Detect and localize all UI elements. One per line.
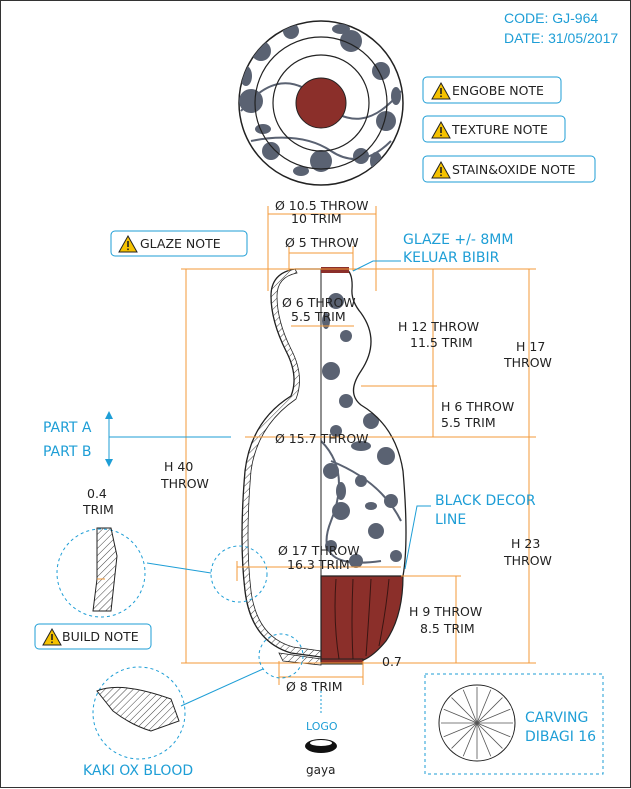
date-text: DATE: 31/05/2017	[504, 30, 618, 46]
carving-ray	[443, 722, 478, 738]
stain-oxide-note[interactable]: STAIN&OXIDE NOTE	[422, 155, 596, 183]
black-decor-label-1: BLACK DECOR	[435, 493, 536, 509]
build-note[interactable]: BUILD NOTE	[34, 623, 152, 650]
carving-ray	[462, 722, 478, 757]
h17-throw-label: THROW	[503, 355, 552, 370]
h23-throw-label: THROW	[503, 553, 552, 568]
glaze-label-1: GLAZE +/- 8MM	[403, 232, 513, 248]
top-view	[238, 20, 404, 186]
lip-glaze	[321, 267, 349, 273]
carving-ray	[476, 722, 503, 749]
wall-detail	[92, 527, 118, 612]
glaze-note-label: GLAZE NOTE	[140, 236, 221, 251]
engobe-note[interactable]: ENGOBE NOTE	[422, 76, 562, 104]
texture-note[interactable]: TEXTURE NOTE	[422, 115, 566, 143]
carving-ray	[443, 708, 478, 724]
d157-dim: Ø 15.7 THROW	[275, 431, 369, 446]
h40-label: H 40	[164, 459, 193, 474]
stain-oxide-note-label: STAIN&OXIDE NOTE	[452, 162, 576, 177]
carving-ray	[451, 697, 478, 724]
black-decor-label-2: LINE	[435, 512, 466, 528]
glaze-label-2: KELUAR BIBIR	[403, 250, 500, 266]
gaya-logo	[305, 739, 337, 753]
carving-ray	[476, 722, 511, 738]
build-note-label: BUILD NOTE	[62, 629, 139, 644]
logo-word: gaya	[306, 763, 335, 777]
carving-ray	[451, 722, 478, 749]
h40-throw-label: THROW	[160, 476, 209, 491]
carving-ray	[476, 722, 492, 757]
neck-trim-dim: 5.5 TRIM	[291, 309, 346, 324]
rim-throw-dim: Ø 10.5 THROW	[275, 198, 369, 213]
rim-trim-dim: 10 TRIM	[291, 211, 342, 226]
carving-ray	[462, 689, 478, 724]
h6-throw-dim: H 6 THROW	[441, 399, 514, 414]
carving-detail	[424, 673, 604, 775]
h23-label: H 23	[511, 536, 540, 551]
dimension-lines	[181, 206, 536, 685]
h17-label: H 17	[516, 339, 545, 354]
mouth-throw-dim: Ø 5 THROW	[285, 235, 359, 250]
oxblood-base	[320, 575, 404, 665]
part-a-label: PART A	[43, 420, 92, 436]
glaze-note[interactable]: GLAZE NOTE	[110, 230, 248, 257]
texture-note-label: TEXTURE NOTE	[451, 122, 548, 137]
carving-label-1: CARVING	[525, 710, 588, 726]
d163-trim-dim: 16.3 TRIM	[287, 557, 350, 572]
neck-throw-dim: Ø 6 THROW	[282, 295, 356, 310]
h6-trim-dim: 5.5 TRIM	[441, 415, 496, 430]
wall-value: 0.4	[87, 486, 107, 501]
d17-throw-dim: Ø 17 THROW	[278, 543, 360, 558]
h12-trim-dim: 11.5 TRIM	[410, 335, 473, 350]
kaki-label: KAKI OX BLOOD	[83, 763, 193, 779]
carving-ray	[476, 708, 511, 724]
wall-trim-label: TRIM	[82, 502, 114, 517]
vase-section-half	[241, 268, 322, 666]
logo-label: LOGO	[306, 720, 338, 733]
carving-ray	[476, 689, 492, 724]
engobe-note-label: ENGOBE NOTE	[452, 83, 544, 98]
carving-label-2: DIBAGI 16	[525, 729, 596, 745]
foot-trim-dim: Ø 8 TRIM	[286, 679, 343, 694]
carving-ray	[476, 697, 503, 724]
part-b-label: PART B	[43, 444, 91, 460]
foot-gap-dim: 0.7	[382, 654, 402, 669]
h12-throw-dim: H 12 THROW	[398, 319, 479, 334]
h9-throw-dim: H 9 THROW	[409, 604, 482, 619]
h9-trim-dim: 8.5 TRIM	[420, 621, 475, 636]
leader-lines	[56, 260, 431, 760]
foot-detail	[96, 686, 180, 732]
code-text: CODE: GJ-964	[504, 10, 598, 26]
